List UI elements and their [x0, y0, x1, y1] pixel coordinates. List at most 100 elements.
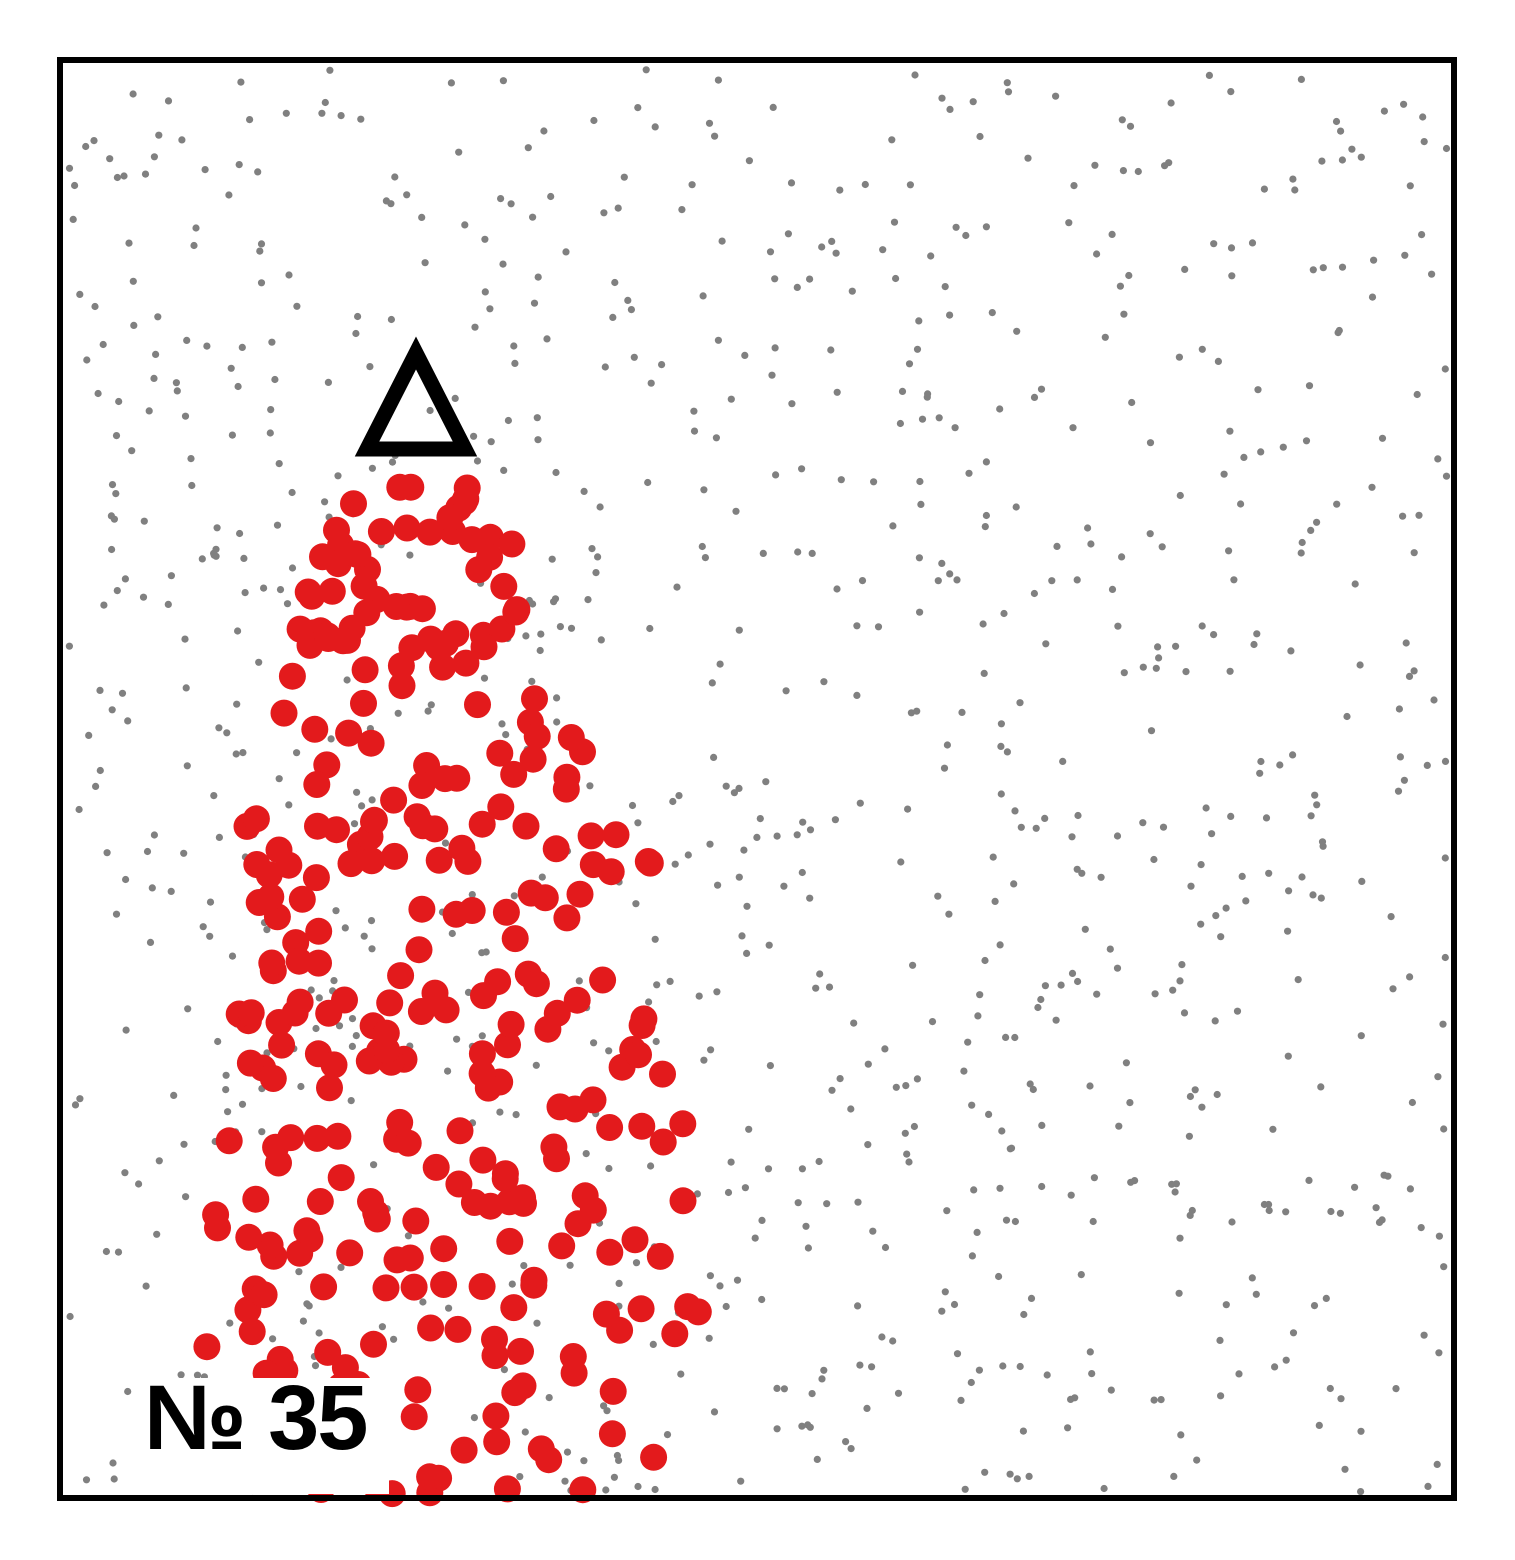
background-dot [1357, 1488, 1365, 1496]
background-dot [863, 1404, 871, 1412]
background-dot [1059, 757, 1067, 766]
cluster-dot [627, 1295, 655, 1323]
background-dot [766, 248, 775, 256]
background-dot [735, 784, 743, 793]
background-dot [187, 455, 195, 463]
background-dot [341, 924, 349, 932]
background-dot [1078, 869, 1086, 877]
background-dot [1338, 263, 1347, 271]
background-dot [1198, 1103, 1206, 1111]
background-dot [508, 1280, 516, 1288]
background-dot [889, 1337, 897, 1345]
background-dot [343, 676, 351, 684]
background-dot [164, 600, 172, 609]
background-dot [724, 1188, 733, 1197]
cluster-dot [305, 917, 333, 945]
background-dot [1351, 580, 1359, 588]
background-dot [1070, 182, 1078, 190]
cluster-dot [468, 1273, 496, 1300]
background-dot [1158, 543, 1166, 551]
background-dot [651, 123, 659, 131]
background-dot [567, 624, 576, 632]
background-dot [1120, 669, 1128, 677]
cluster-dot [512, 812, 540, 840]
background-dot [961, 1485, 969, 1493]
background-dot [321, 498, 329, 506]
background-dot [536, 646, 544, 655]
background-dot [1020, 1310, 1028, 1319]
cluster-dot [566, 880, 594, 908]
background-dot [1230, 576, 1238, 584]
background-dot [1294, 976, 1302, 984]
background-dot [1440, 1125, 1448, 1133]
background-dot [769, 103, 777, 111]
background-dot [516, 1473, 524, 1481]
background-dot [597, 636, 605, 644]
background-dot [1326, 1384, 1334, 1393]
background-dot [382, 197, 390, 205]
background-dot [115, 397, 123, 406]
cluster-dot [470, 982, 497, 1010]
background-dot [615, 1279, 623, 1287]
background-dot [537, 630, 545, 638]
background-dot [741, 1184, 750, 1192]
background-dot [1118, 116, 1126, 124]
background-dot [1120, 310, 1128, 318]
background-dot [406, 551, 414, 559]
background-dot [793, 283, 801, 291]
background-dot [353, 788, 361, 796]
background-dot [348, 1042, 356, 1050]
cluster-dot [425, 846, 453, 874]
cluster-dot [353, 599, 381, 627]
cluster-dot [380, 786, 408, 814]
background-dot [258, 1128, 266, 1136]
background-dot [673, 583, 681, 591]
cluster-dot [560, 1359, 588, 1387]
background-dot [1289, 1329, 1298, 1337]
background-dot [620, 173, 628, 181]
triangle-outline-icon [354, 336, 478, 457]
background-dot [710, 753, 718, 762]
background-dot [645, 998, 653, 1006]
background-dot [1285, 887, 1293, 895]
background-dot [468, 891, 476, 899]
background-dot [906, 181, 915, 189]
background-dot [833, 585, 841, 593]
background-dot [1088, 1370, 1096, 1378]
background-dot [1253, 630, 1261, 638]
background-dot [890, 218, 899, 226]
background-dot [590, 116, 598, 125]
background-dot [727, 1158, 735, 1166]
background-dot [1090, 1174, 1098, 1182]
background-dot [240, 554, 248, 563]
background-dot [1265, 1206, 1273, 1215]
cluster-dot [357, 1188, 384, 1215]
background-dot [1012, 503, 1020, 511]
background-dot [550, 598, 558, 606]
cluster-dot [382, 593, 410, 620]
background-dot [706, 840, 714, 848]
background-dot [1074, 977, 1082, 986]
cluster-dot [314, 1338, 342, 1366]
background-dot [946, 311, 954, 319]
background-dot [180, 1140, 188, 1148]
background-dot [1297, 75, 1305, 83]
background-dot [706, 1272, 715, 1280]
background-dot [1424, 1482, 1432, 1490]
background-dot [1093, 990, 1101, 998]
background-dot [1317, 1083, 1325, 1091]
background-dot [150, 374, 158, 382]
background-dot [1269, 1125, 1277, 1133]
background-dot [118, 689, 127, 697]
cluster-dot [238, 1318, 266, 1346]
background-dot [547, 192, 555, 201]
background-dot [1248, 239, 1257, 247]
background-dot [924, 390, 932, 398]
background-dot [1024, 154, 1032, 162]
background-dot [605, 1164, 613, 1173]
background-dot [695, 992, 703, 1000]
background-dot [1309, 266, 1317, 274]
cluster-dot [358, 847, 386, 875]
background-dot [1116, 282, 1124, 290]
background-dot [1002, 1033, 1010, 1041]
